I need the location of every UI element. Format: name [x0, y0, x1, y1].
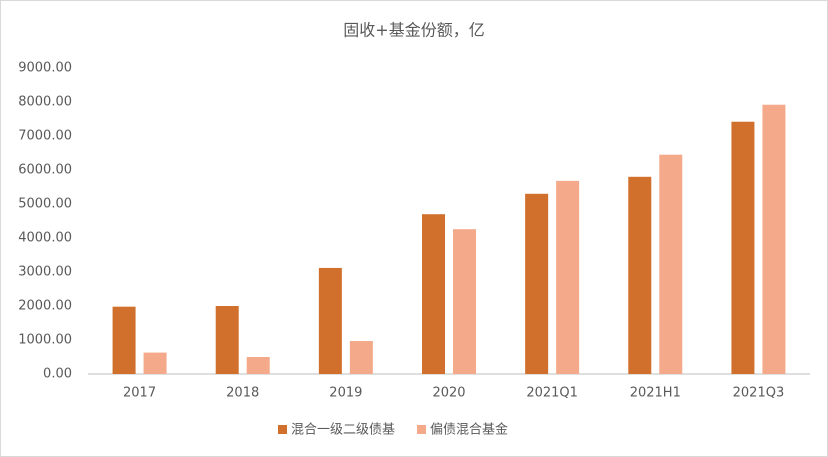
x-tick-label: 2021Q3	[733, 386, 785, 401]
y-tick-label: 4000.00	[18, 231, 72, 246]
x-tick-label: 2017	[123, 386, 156, 401]
y-tick-label: 0.00	[43, 367, 72, 382]
x-tick-label: 2020	[432, 386, 465, 401]
y-tick-label: 5000.00	[18, 197, 72, 212]
bar	[556, 180, 580, 374]
x-tick-label: 2021H1	[630, 386, 681, 401]
x-tick-label: 2021Q1	[526, 386, 578, 401]
bar	[453, 229, 476, 374]
bar	[422, 214, 445, 374]
y-tick-label: 7000.00	[18, 129, 72, 144]
y-tick-label: 1000.00	[18, 333, 72, 348]
y-tick-label: 2000.00	[18, 299, 72, 314]
bar	[762, 104, 786, 374]
bar	[318, 267, 342, 374]
bar	[246, 357, 270, 374]
x-tick-label: 2018	[226, 386, 259, 401]
y-tick-label: 3000.00	[18, 265, 72, 280]
bar	[112, 306, 136, 374]
legend-swatch	[417, 425, 427, 434]
bar	[628, 176, 652, 374]
legend-label: 偏债混合基金	[430, 422, 508, 438]
x-tick-label: 2019	[329, 386, 362, 401]
bar	[731, 121, 755, 374]
bar	[659, 154, 683, 374]
bar	[215, 306, 239, 374]
y-tick-label: 6000.00	[18, 163, 72, 178]
legend-swatch	[278, 425, 287, 434]
chart-title: 固收+基金份额，亿	[343, 21, 484, 40]
bar	[349, 341, 373, 374]
y-tick-label: 8000.00	[18, 95, 72, 110]
bar	[143, 352, 167, 374]
y-tick-label: 9000.00	[18, 61, 72, 76]
legend-label: 混合一级二级债基	[291, 423, 395, 438]
bar	[525, 193, 549, 374]
